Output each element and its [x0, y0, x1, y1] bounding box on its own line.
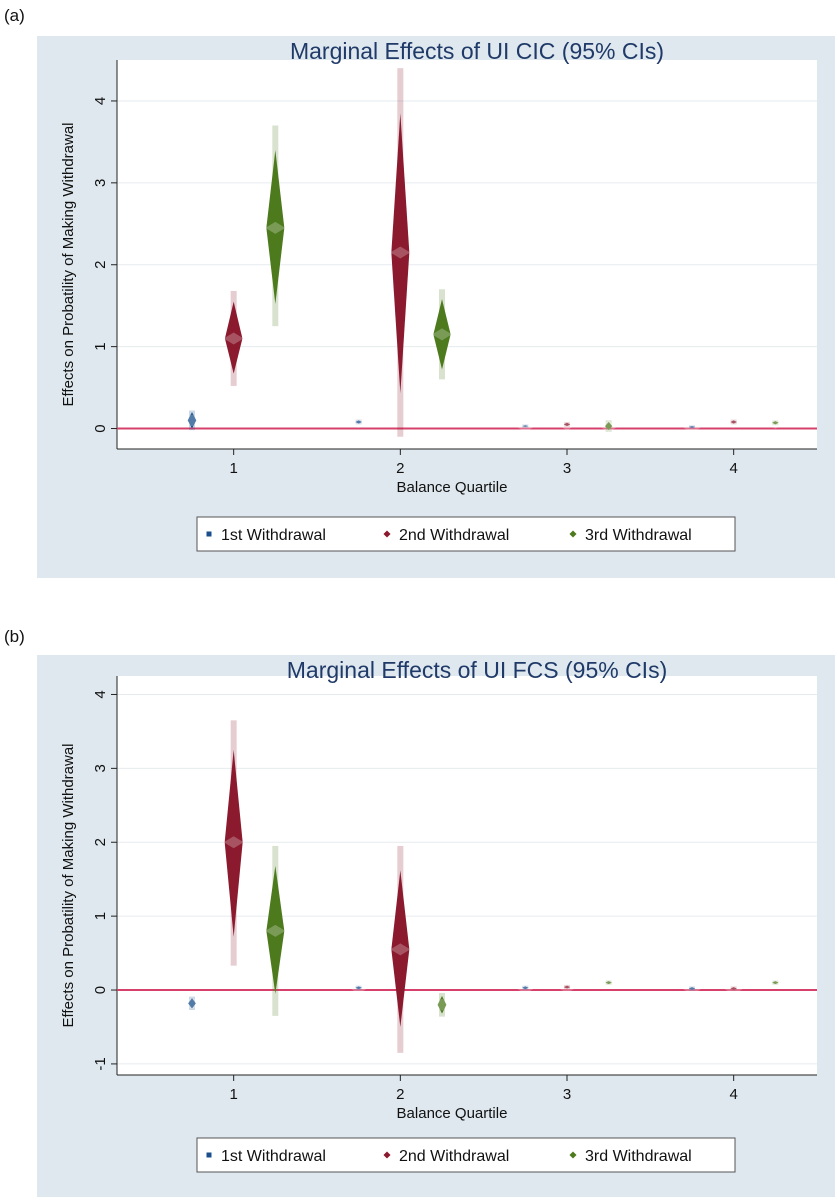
point-estimate	[390, 943, 411, 956]
point-estimate	[348, 415, 369, 428]
point-estimate	[265, 924, 286, 937]
point-estimate	[182, 997, 202, 1010]
ci-marker-3	[605, 981, 612, 985]
legend: 1st Withdrawal 2nd Withdrawal 3rd Withdraw…	[196, 1137, 736, 1173]
ci-marker-3	[772, 981, 779, 985]
ci-marker-3	[772, 421, 779, 425]
legend-marker-1	[206, 531, 212, 537]
point-estimate	[223, 836, 244, 849]
chart-panel-b: Marginal Effects of UI FCS (95% CIs) -1 0 1…	[37, 655, 835, 1197]
point-estimate	[557, 981, 577, 994]
ci-marker-3	[266, 150, 285, 305]
y-tick-label: 3	[92, 764, 109, 772]
point-estimate	[432, 328, 452, 341]
point-estimate	[723, 982, 744, 995]
y-tick-label: 4	[92, 690, 109, 698]
legend-box	[196, 1137, 736, 1173]
ci-marker-2	[224, 301, 243, 374]
legend-marker-3	[569, 530, 577, 538]
legend-label-3: 3rd Withdrawal	[585, 527, 692, 544]
x-tick-label: 4	[729, 1086, 737, 1103]
ci-marker-1	[187, 412, 197, 429]
legend-label-2: 2nd Withdrawal	[399, 527, 509, 544]
panel-label-b: (b)	[4, 627, 25, 646]
y-axis-title: Effects on Probatility of Making Withdra…	[60, 743, 77, 1027]
plot-area	[117, 60, 817, 449]
point-estimate	[723, 415, 744, 428]
y-tick-label: 1	[92, 342, 109, 350]
ci-marker-2	[563, 422, 571, 427]
ci-marker-3	[437, 995, 447, 1014]
panel-label-a: (a)	[4, 6, 25, 25]
y-tick-label: 2	[92, 838, 109, 846]
point-estimate	[265, 221, 286, 234]
chart-panel-a: Marginal Effects of UI CIC (95% CIs) 0 1 2 3…	[37, 36, 835, 578]
point-estimate	[432, 998, 452, 1011]
ci-marker-2	[730, 420, 737, 424]
x-tick-label: 1	[229, 1086, 237, 1103]
y-tick-label: 0	[92, 424, 109, 432]
x-tick-label: 2	[396, 1086, 404, 1103]
point-estimate	[557, 418, 577, 431]
x-axis-title: Balance Quartile	[397, 479, 508, 496]
chart-svg-a: Marginal Effects of UI CIC (95% CIs) 0 1 2 3…	[60, 38, 817, 552]
x-tick-label: 4	[729, 460, 737, 477]
point-estimate	[682, 982, 702, 995]
y-axis-title: Effects on Probatility of Making Withdra…	[60, 122, 77, 406]
point-estimate	[515, 981, 536, 994]
legend-marker-2	[383, 530, 391, 538]
y-tick-label: 3	[92, 179, 109, 187]
legend-label-2: 2nd Withdrawal	[399, 1148, 509, 1165]
point-estimate	[348, 981, 369, 994]
point-estimate	[182, 414, 202, 427]
ci-marker-3	[433, 299, 451, 370]
ci-marker-2	[224, 749, 243, 937]
ci-marker-3	[266, 865, 285, 994]
point-estimate	[765, 976, 786, 989]
ci-marker-1	[522, 425, 529, 427]
point-estimate	[765, 416, 786, 429]
ci-marker-1	[355, 420, 362, 424]
x-tick-label: 2	[396, 460, 404, 477]
legend-label-1: 1st Withdrawal	[221, 1148, 326, 1165]
ci-marker-1	[522, 986, 529, 990]
point-estimate	[598, 976, 619, 989]
point-estimate	[598, 420, 619, 433]
plot-area	[117, 676, 817, 1075]
y-tick-label: 2	[92, 261, 109, 269]
legend-box	[196, 516, 736, 552]
x-tick-label: 3	[563, 1086, 571, 1103]
ci-marker-1	[355, 986, 362, 990]
point-estimate	[515, 420, 536, 433]
x-tick-label: 3	[563, 460, 571, 477]
ci-marker-2	[391, 870, 410, 1027]
chart-svg-b: Marginal Effects of UI FCS (95% CIs) -1 0 1…	[60, 657, 817, 1173]
legend-label-3: 3rd Withdrawal	[585, 1148, 692, 1165]
ci-marker-2	[563, 985, 571, 989]
ci-marker-2	[730, 987, 737, 991]
x-axis-title: Balance Quartile	[397, 1105, 508, 1122]
chart-title: Marginal Effects of UI FCS (95% CIs)	[287, 657, 667, 683]
legend-marker-1	[206, 1152, 212, 1158]
point-estimate	[223, 332, 244, 345]
ci-marker-1	[688, 987, 696, 991]
x-tick-label: 1	[229, 460, 237, 477]
legend-label-1: 1st Withdrawal	[221, 527, 326, 544]
point-estimate	[390, 246, 411, 259]
y-tick-label: 0	[92, 986, 109, 994]
y-tick-label: 1	[92, 912, 109, 920]
ci-marker-3	[605, 421, 613, 431]
y-tick-label: 4	[92, 97, 109, 105]
point-estimate	[682, 420, 702, 433]
ci-marker-1	[188, 998, 196, 1009]
chart-title: Marginal Effects of UI CIC (95% CIs)	[290, 38, 664, 64]
y-tick-label: -1	[92, 1057, 109, 1070]
ci-marker-2	[391, 113, 410, 394]
ci-marker-1	[688, 426, 696, 428]
legend: 1st Withdrawal 2nd Withdrawal 3rd Withdraw…	[196, 516, 736, 552]
